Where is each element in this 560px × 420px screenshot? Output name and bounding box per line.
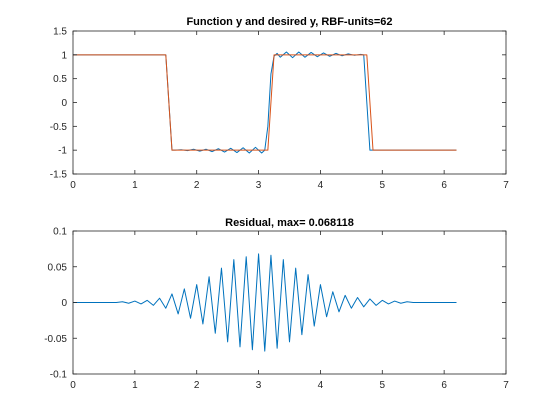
bottom-chart-title: Residual, max= 0.068118 [225, 217, 354, 229]
bottom-x-tick-label: 3 [256, 380, 262, 391]
bottom-x-tick-label: 5 [380, 380, 386, 391]
top-x-tick-label: 6 [441, 180, 447, 191]
bottom-x-tick-label: 6 [441, 380, 447, 391]
top-y-tick-label: 1.5 [53, 27, 67, 38]
top-x-tick-label: 1 [132, 180, 138, 191]
bottom-x-tick-label: 0 [70, 380, 76, 391]
top-x-tick-label: 0 [70, 180, 76, 191]
top-x-tick-label: 2 [194, 180, 200, 191]
bottom-y-tick-label: -0.05 [44, 334, 67, 345]
bottom-axes: Residual, max= 0.068118 0 1 2 3 4 5 6 7 -0.1 -0.0… [44, 217, 509, 391]
top-x-tick-label: 4 [318, 180, 324, 191]
top-y-tick-label: 0 [61, 98, 67, 109]
top-y-tick-label: 1 [61, 50, 67, 61]
bottom-y-tick-label: 0 [61, 298, 67, 309]
top-y-tick-label: -0.5 [50, 122, 68, 133]
bottom-x-tick-label: 2 [194, 380, 200, 391]
bottom-x-tick-label: 7 [503, 380, 509, 391]
top-x-tick-label: 5 [380, 180, 386, 191]
top-y-tick-label: 0.5 [53, 74, 67, 85]
bottom-x-tick-label: 1 [132, 380, 138, 391]
top-series-line-1 [73, 54, 457, 151]
bottom-y-tick-label: 0.05 [48, 262, 68, 273]
top-chart-title: Function y and desired y, RBF-units=62 [186, 16, 392, 28]
bottom-y-tick-label: 0.1 [53, 227, 67, 238]
bottom-x-tick-label: 4 [318, 380, 324, 391]
bottom-y-tick-label: -0.1 [50, 370, 68, 381]
top-y-tick-label: -1.5 [50, 170, 68, 181]
top-axes: Function y and desired y, RBF-units=62 0… [50, 16, 509, 191]
top-x-tick-label: 7 [503, 180, 509, 191]
top-x-tick-label: 3 [256, 180, 262, 191]
top-y-tick-label: -1 [58, 146, 67, 157]
bottom-series-line-0 [73, 253, 457, 352]
